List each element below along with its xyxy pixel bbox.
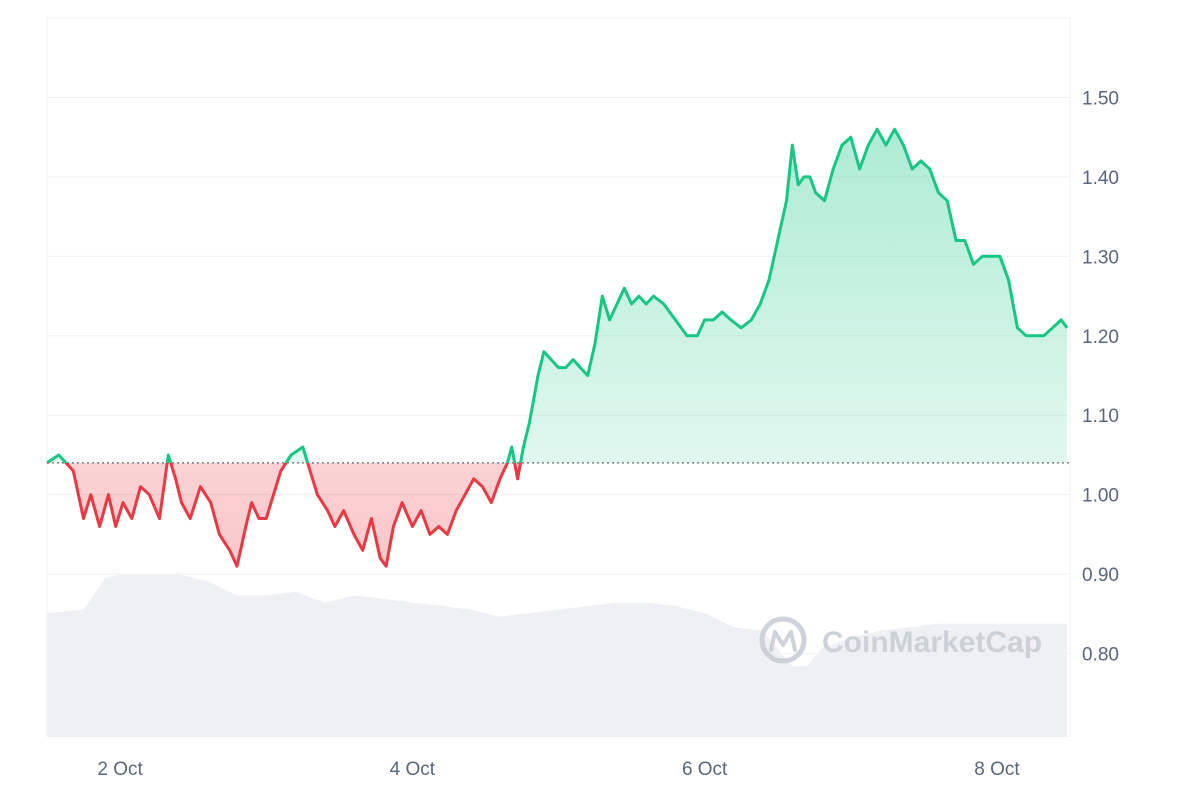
volume-area bbox=[47, 574, 1068, 737]
volume-shape bbox=[47, 574, 1068, 737]
x-tick-label: 8 Oct bbox=[974, 759, 1020, 780]
watermark-text: CoinMarketCap bbox=[822, 626, 1042, 659]
y-tick-label: 0.90 bbox=[1082, 565, 1119, 586]
y-tick-label: 1.20 bbox=[1082, 327, 1119, 348]
y-tick-label: 1.50 bbox=[1082, 88, 1119, 109]
y-tick-label: 1.00 bbox=[1082, 486, 1119, 507]
y-tick-label: 0.80 bbox=[1082, 645, 1119, 666]
up-area-fill bbox=[47, 129, 1068, 463]
x-axis: 2 Oct 4 Oct 6 Oct 8 Oct bbox=[97, 759, 1020, 780]
down-area-fill bbox=[66, 462, 521, 567]
x-tick-label: 4 Oct bbox=[390, 759, 436, 780]
coinmarketcap-logo-icon bbox=[759, 616, 807, 664]
y-tick-label: 1.40 bbox=[1082, 168, 1119, 189]
down-price-line bbox=[47, 462, 523, 568]
price-line bbox=[46, 127, 1069, 568]
up-price-line bbox=[46, 127, 1069, 463]
x-tick-label: 2 Oct bbox=[97, 759, 143, 780]
y-tick-label: 1.30 bbox=[1082, 247, 1119, 268]
watermark: CoinMarketCap bbox=[759, 616, 1042, 664]
price-area-fill bbox=[47, 129, 1068, 567]
x-tick-label: 6 Oct bbox=[682, 759, 728, 780]
y-tick-label: 1.10 bbox=[1082, 406, 1119, 427]
y-axis: 1.50 1.40 1.30 1.20 1.10 1.00 0.90 0.80 bbox=[1082, 88, 1119, 665]
